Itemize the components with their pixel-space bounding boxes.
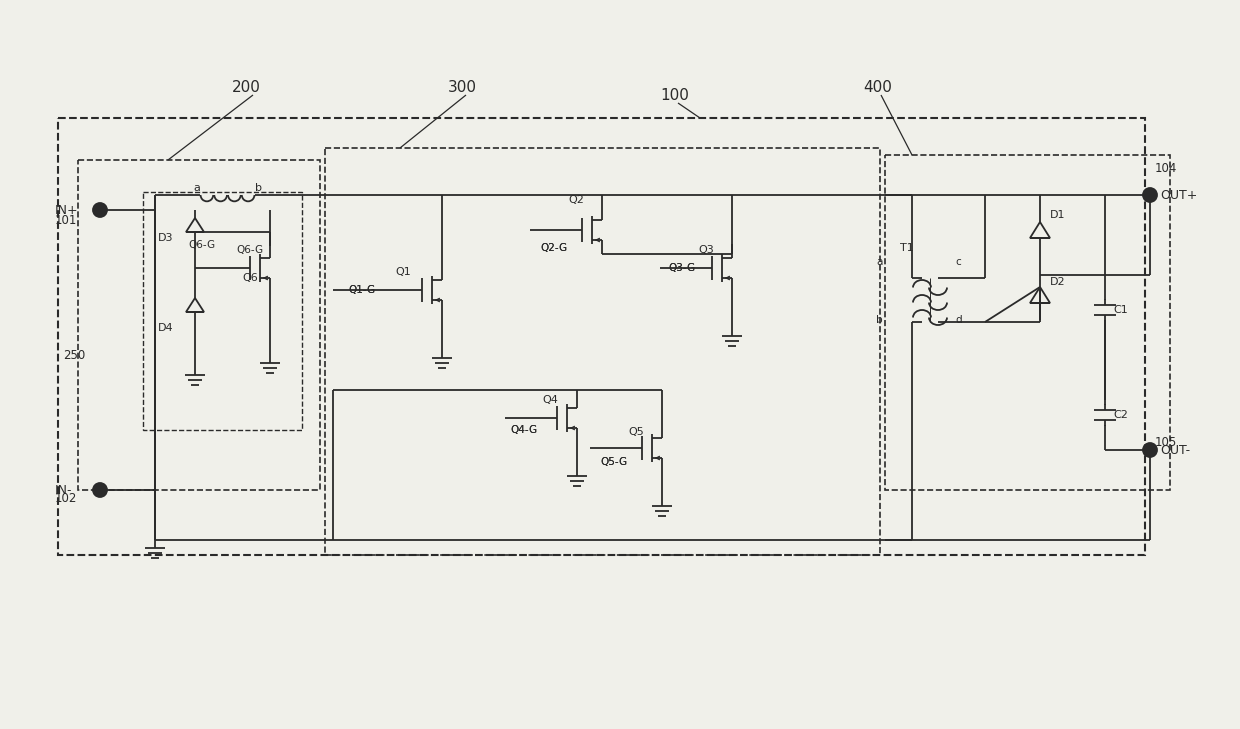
Text: b: b <box>875 315 883 325</box>
Text: Q5-G: Q5-G <box>600 457 627 467</box>
Text: Q2: Q2 <box>568 195 584 205</box>
Text: 250: 250 <box>63 348 86 362</box>
Text: Q2-G: Q2-G <box>539 243 567 253</box>
Text: 100: 100 <box>660 87 689 103</box>
Text: Q4-G: Q4-G <box>510 425 537 435</box>
Text: c: c <box>955 257 961 267</box>
Text: IN-: IN- <box>55 483 72 496</box>
Text: OUT-: OUT- <box>1159 443 1190 456</box>
Text: D2: D2 <box>1050 277 1065 287</box>
Bar <box>143 192 303 430</box>
Text: Q1: Q1 <box>396 267 410 277</box>
Text: Q1-G: Q1-G <box>348 285 376 295</box>
Text: Q6: Q6 <box>242 273 258 283</box>
Text: Q3-G: Q3-G <box>668 263 696 273</box>
Text: IN+: IN+ <box>55 203 78 217</box>
Text: D4: D4 <box>157 323 174 333</box>
Text: Q3: Q3 <box>698 245 714 255</box>
Text: 300: 300 <box>448 79 477 95</box>
Text: b: b <box>255 183 262 193</box>
Text: C1: C1 <box>1114 305 1127 315</box>
Text: Q5-G: Q5-G <box>600 457 627 467</box>
Bar <box>78 160 320 490</box>
Text: Q6-G: Q6-G <box>188 240 215 250</box>
Text: 200: 200 <box>232 79 260 95</box>
Text: d: d <box>955 315 962 325</box>
Circle shape <box>1143 443 1157 457</box>
Text: Q4: Q4 <box>542 395 558 405</box>
Text: Q2-G: Q2-G <box>539 243 567 253</box>
Text: Q1-G: Q1-G <box>348 285 376 295</box>
Text: Q6-G: Q6-G <box>236 245 263 255</box>
Text: a: a <box>875 257 883 267</box>
Bar <box>325 148 880 555</box>
Bar <box>58 118 1145 555</box>
Text: T1: T1 <box>900 243 914 253</box>
Text: Q3-G: Q3-G <box>668 263 696 273</box>
Text: Q5: Q5 <box>627 427 644 437</box>
Text: 101: 101 <box>55 214 77 227</box>
Text: D1: D1 <box>1050 210 1065 220</box>
Text: C2: C2 <box>1114 410 1128 420</box>
Circle shape <box>93 483 107 497</box>
Text: 104: 104 <box>1154 162 1177 174</box>
Bar <box>885 155 1171 490</box>
Text: Q4-G: Q4-G <box>510 425 537 435</box>
Text: 102: 102 <box>55 491 77 504</box>
Circle shape <box>1143 188 1157 202</box>
Text: OUT+: OUT+ <box>1159 189 1198 201</box>
Text: D3: D3 <box>157 233 174 243</box>
Text: 400: 400 <box>863 79 892 95</box>
Circle shape <box>93 203 107 217</box>
Text: 105: 105 <box>1154 435 1177 448</box>
Text: a: a <box>193 183 200 193</box>
